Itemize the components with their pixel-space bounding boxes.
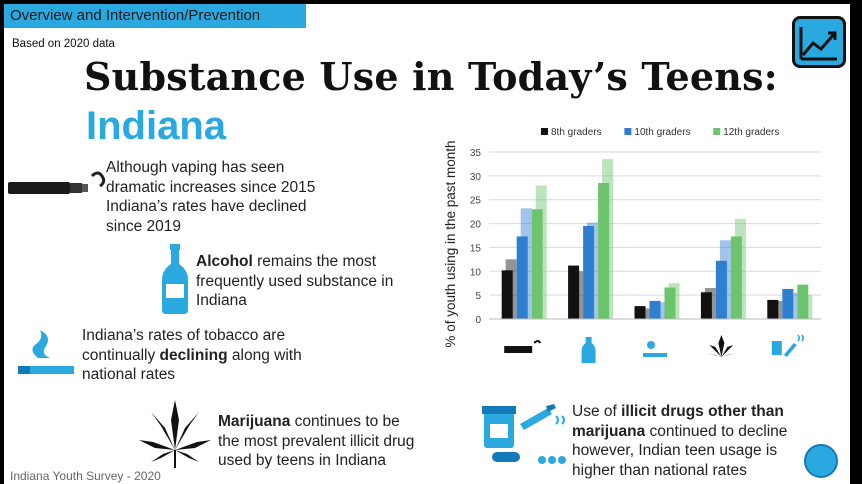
chart-y-axis: 0 5 10 15 20 25 30 35 (470, 148, 482, 326)
data-year-note: Based on 2020 data (12, 38, 115, 50)
legend-swatch (541, 128, 548, 135)
page-title: Substance Use in Today’s Teens: (84, 54, 778, 99)
trend-chart-icon[interactable] (792, 16, 846, 68)
chart-bars (489, 159, 821, 320)
legend-label: 10th graders (634, 127, 690, 138)
bar (730, 236, 742, 319)
bottle-icon (160, 244, 190, 319)
bar (797, 284, 809, 319)
chart-y-label: % of youth using in the past month (443, 140, 458, 347)
bar (782, 288, 794, 319)
section-tab[interactable]: Overview and Intervention/Prevention (4, 4, 306, 28)
vape-pen-icon (8, 168, 108, 207)
illicit-drugs-text: Use of illicit drugs other than marijuana… (572, 402, 812, 480)
legend-label: 8th graders (551, 127, 602, 138)
cigarette-icon (14, 330, 78, 387)
chart-legend: 8th graders 10th graders 12th graders (541, 127, 779, 138)
globe-icon[interactable] (804, 444, 838, 478)
legend-swatch (624, 128, 632, 135)
vaping-text: Although vaping has seen dramatic increa… (106, 159, 316, 235)
illicit-pre: Use of (572, 403, 622, 420)
cannabis-leaf-icon (136, 398, 214, 477)
pills-syringe-icon (482, 404, 572, 477)
y-tick-label: 20 (470, 220, 482, 231)
bar (715, 260, 727, 319)
bar (634, 306, 646, 319)
bar (664, 287, 676, 319)
y-tick-label: 10 (470, 267, 482, 278)
tobacco-post: along with national rates (82, 346, 302, 384)
illicit-bold-1: illicit drugs other than (621, 403, 784, 420)
bar (501, 270, 513, 319)
legend-label: 12th graders (723, 127, 779, 138)
cannabis-leaf-icon (707, 335, 736, 357)
bar (700, 292, 712, 319)
alcohol-rest: remains the most frequently used substan… (196, 253, 394, 309)
y-tick-label: 35 (470, 148, 482, 159)
y-tick-label: 5 (475, 291, 481, 302)
bar (531, 209, 543, 319)
page-subtitle: Indiana (86, 104, 227, 148)
marijuana-rest: continues to be the most prevalent illic… (218, 413, 415, 469)
bar (583, 225, 595, 319)
tobacco-text: Indiana’s rates of tobacco are continual… (82, 326, 322, 385)
bar (568, 265, 580, 319)
bar (516, 236, 528, 319)
bar (598, 183, 610, 319)
cigarette-icon (643, 341, 667, 357)
bottle-icon (581, 337, 596, 363)
pills-syringe-icon (771, 334, 805, 357)
y-tick-label: 25 (470, 196, 482, 207)
y-tick-label: 0 (475, 315, 481, 326)
slide: Overview and Intervention/Prevention Bas… (4, 4, 850, 484)
footer-source: Indiana Youth Survey - 2020 (10, 469, 161, 483)
vape-pen-icon (504, 340, 542, 353)
tobacco-pre: Indiana’s rates of tobacco are continual… (82, 327, 286, 364)
alcohol-bold: Alcohol (196, 253, 253, 270)
marijuana-text: Marijuana continues to be the most preva… (218, 412, 423, 471)
alcohol-text: Alcohol remains the most frequently used… (196, 252, 411, 311)
usage-bar-chart: 8th graders 10th graders 12th graders 0 5 10… (443, 127, 821, 363)
tobacco-bold: declining (159, 346, 228, 364)
illicit-bold-2: marijuana (572, 422, 646, 440)
y-tick-label: 30 (470, 172, 482, 183)
bar (767, 299, 779, 319)
bar (649, 300, 661, 319)
legend-swatch (713, 128, 721, 135)
marijuana-bold: Marijuana (218, 413, 291, 430)
y-tick-label: 15 (470, 243, 482, 254)
illicit-rest: continued to decline however, Indian tee… (572, 422, 788, 479)
chart-category-icons (504, 334, 805, 363)
